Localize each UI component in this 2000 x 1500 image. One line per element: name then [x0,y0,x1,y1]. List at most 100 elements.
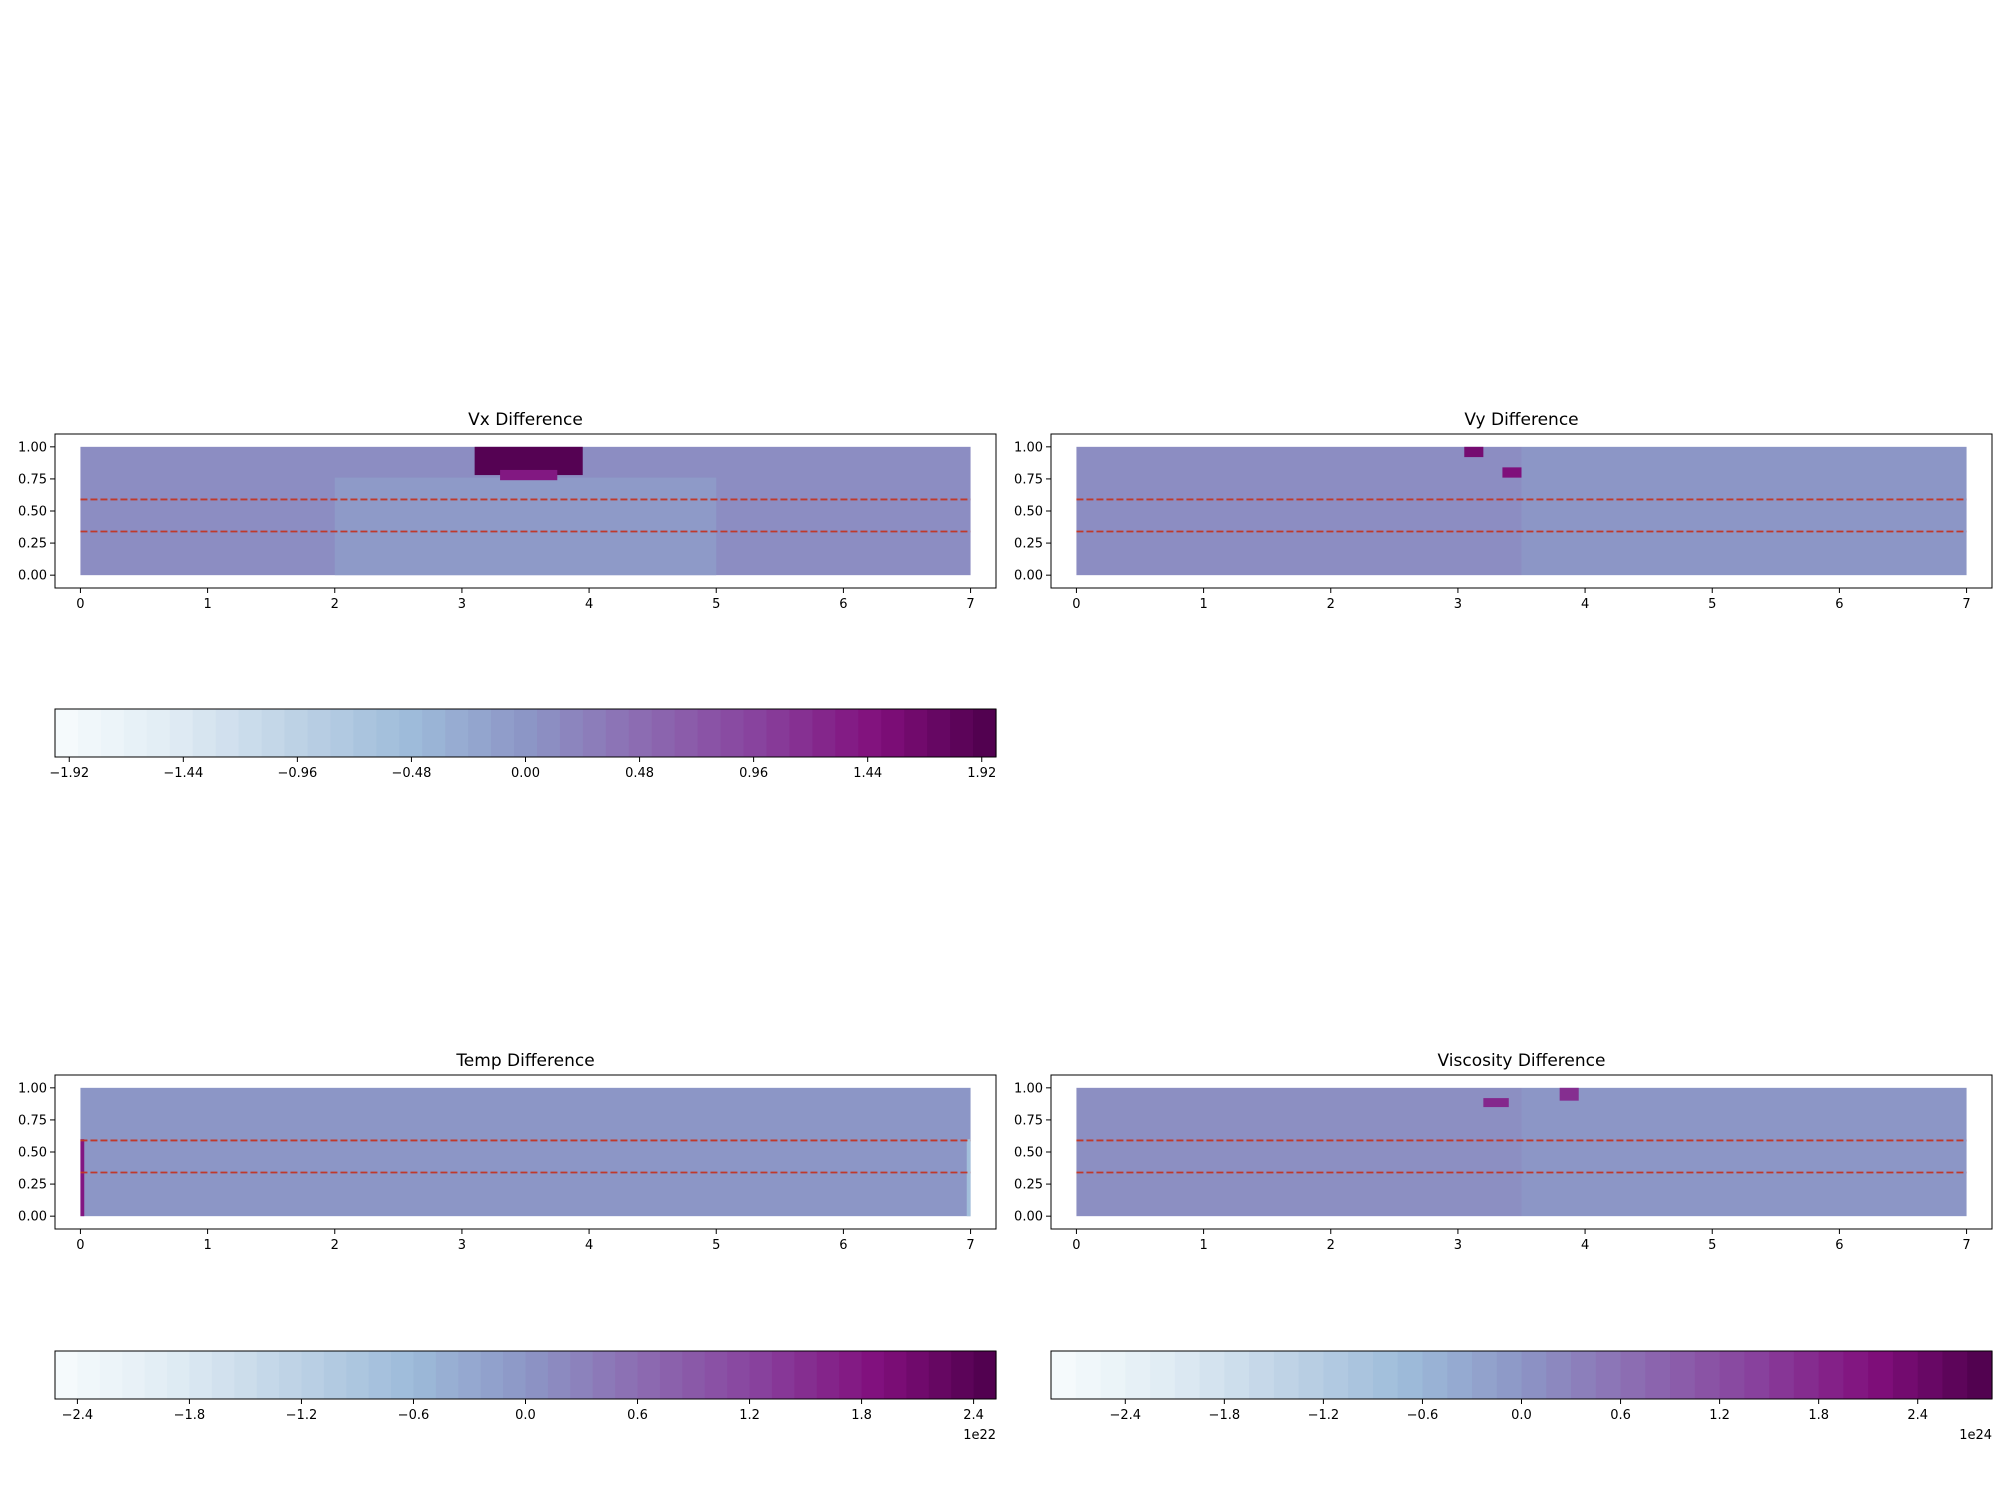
x-tick-label: 3 [458,597,466,612]
colorbar-level [1793,1351,1820,1399]
colorbar-level [330,709,354,757]
colorbar-level [284,709,309,757]
colorbar-level [215,709,240,757]
colorbar-level [592,1351,616,1399]
x-tick-label: 1 [1199,1238,1207,1253]
field-region [1483,1098,1509,1108]
colorbar-level [123,709,148,757]
colorbar-level [720,709,745,757]
colorbar-level [1075,1351,1102,1399]
field-region [1502,467,1522,478]
colorbar-level [167,1351,191,1399]
colorbar-tick-label: 0.96 [739,766,768,781]
colorbar-level [99,1351,123,1399]
colorbar-level [1372,1351,1399,1399]
x-tick-label: 7 [966,1238,974,1253]
x-tick-label: 6 [1835,597,1843,612]
x-tick-label: 2 [1327,1238,1335,1253]
colorbar-level [346,1351,370,1399]
colorbar-level [582,709,607,757]
x-tick-label: 7 [966,597,974,612]
colorbar-level [697,709,722,757]
colorbar-level [1670,1351,1696,1399]
y-tick-label: 0.00 [18,569,47,584]
x-tick-label: 2 [331,597,339,612]
x-tick-label: 2 [1327,597,1335,612]
colorbar-tick-label: −1.8 [1209,1408,1241,1423]
colorbar-level [883,1351,907,1399]
colorbar-level [391,1351,415,1399]
y-tick-label: 1.00 [1014,440,1043,455]
x-tick-label: 5 [712,597,720,612]
colorbar-level [1249,1351,1275,1399]
colorbar-tick-label: 2.4 [963,1408,984,1423]
x-tick-label: 0 [1072,1238,1080,1253]
colorbar-level [122,1351,146,1399]
colorbar-level [1397,1351,1424,1399]
colorbar-level [628,709,653,757]
field-background [80,1087,971,1217]
x-tick-label: 5 [1708,597,1716,612]
x-tick-label: 7 [1962,1238,1970,1253]
colorbar-level [637,1351,661,1399]
colorbar-level [480,1351,504,1399]
field-region [334,477,717,576]
x-tick-label: 0 [1072,597,1080,612]
colorbar-tick-label: 0.00 [511,766,540,781]
y-tick-label: 0.50 [18,1146,47,1161]
colorbar-level [514,709,538,757]
y-tick-label: 0.75 [18,1113,47,1128]
colorbar-level [1769,1351,1795,1399]
x-tick-label: 1 [203,1238,211,1253]
colorbar-level [100,709,125,757]
colorbar-level [1546,1351,1572,1399]
heatmap-field [1076,446,1967,576]
colorbar-level [1892,1351,1919,1399]
colorbar-level [1422,1351,1448,1399]
colorbar-tick-label: −2.4 [1110,1408,1142,1423]
chart-title: Temp Difference [455,1051,594,1071]
colorbar-level [525,1351,549,1399]
subplot-2: Vy Difference 0 1 2 3 4 5 6 7 0.00 0.25 0.50 0.75 1.0… [1014,410,1993,612]
colorbar-level [1620,1351,1646,1399]
x-tick-label: 4 [585,1238,593,1253]
colorbar-level [77,709,102,757]
colorbar-level [301,1351,325,1399]
y-tick-label: 0.75 [1014,472,1043,487]
x-tick-label: 6 [839,597,847,612]
colorbar-tick-label: −1.2 [1308,1408,1340,1423]
colorbar-level [674,709,699,757]
colorbar-level [1125,1351,1151,1399]
colorbar-level [1645,1351,1671,1399]
colorbar-tick-label: 0.6 [627,1408,648,1423]
colorbar-level [1571,1351,1597,1399]
x-tick-label: 0 [76,1238,84,1253]
x-tick-label: 6 [1835,1238,1843,1253]
y-tick-label: 1.00 [18,1081,47,1096]
colorbar-level [973,709,997,757]
colorbar-tick-label: −0.6 [1407,1408,1439,1423]
colorbar-level [323,1351,347,1399]
colorbar-level [55,709,79,757]
colorbar-level [858,709,882,757]
x-tick-label: 1 [1199,597,1207,612]
field-background [1076,1087,1522,1217]
colorbar-level [1694,1351,1721,1399]
x-tick-label: 1 [203,597,211,612]
colorbar-level [458,1351,482,1399]
y-tick-label: 0.00 [1014,1210,1043,1225]
x-tick-label: 5 [1708,1238,1716,1253]
y-tick-label: 0.25 [18,537,47,552]
y-tick-label: 0.00 [1014,569,1043,584]
y-tick-label: 0.25 [1014,537,1043,552]
colorbar-level [835,709,859,757]
colorbar-level [1719,1351,1745,1399]
colorbar-level [605,709,630,757]
colorbar-level [1150,1351,1176,1399]
colorbar-offset-text: 1e24 [1959,1428,1992,1443]
colorbar-offset-text: 1e22 [963,1428,996,1443]
y-tick-label: 0.75 [18,472,47,487]
colorbar-level [651,709,676,757]
colorbar-tick-label: 1.8 [1808,1408,1829,1423]
